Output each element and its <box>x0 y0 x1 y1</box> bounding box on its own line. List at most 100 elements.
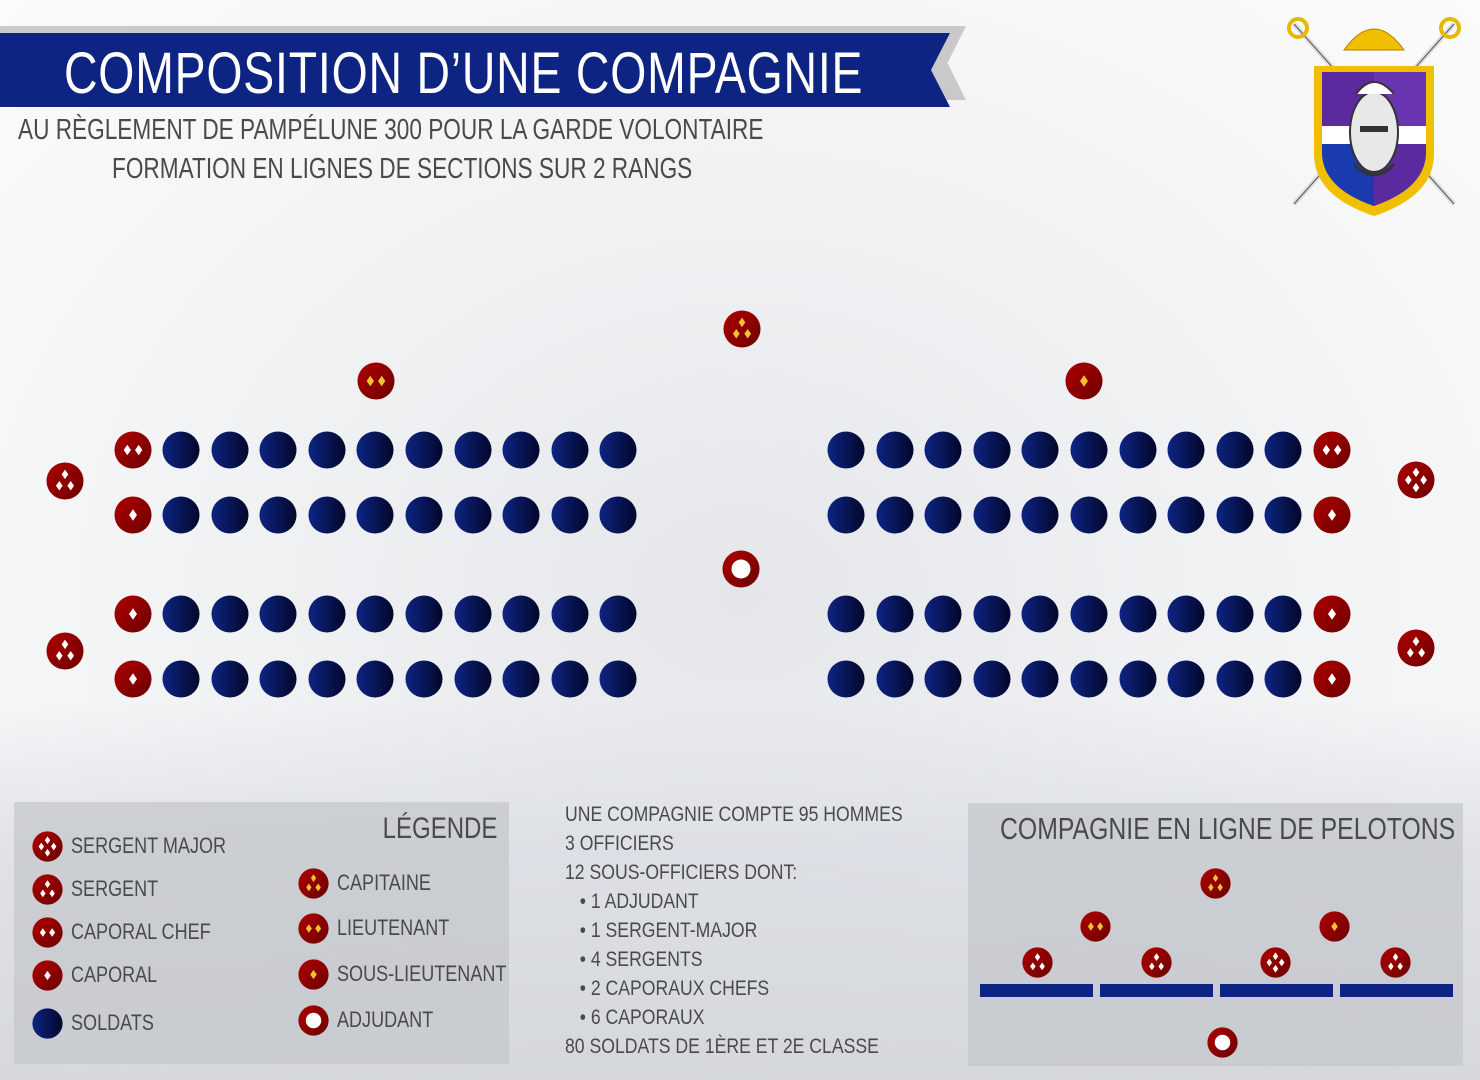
soldat-icon <box>1119 595 1157 633</box>
soldat-icon <box>827 496 865 534</box>
adjudant-icon <box>1206 1026 1238 1058</box>
soldat-icon <box>599 496 637 534</box>
legend-title: LÉGENDE <box>382 812 497 845</box>
legend-label: CAPORAL <box>71 962 158 987</box>
page-title: COMPOSITION D’UNE COMPAGNIE <box>64 41 864 106</box>
soldat-icon <box>1119 496 1157 534</box>
soldat-icon <box>973 595 1011 633</box>
lieutenant-icon <box>357 362 395 400</box>
soldat-icon <box>405 431 443 469</box>
sergent-icon <box>1140 946 1172 978</box>
legend-panel: LÉGENDE SERGENT MAJOR SERGENT CAPORAL CHEF… <box>14 802 509 1064</box>
peloton-panel: COMPAGNIE EN LIGNE DE PELOTONS <box>968 803 1463 1066</box>
soldat-icon <box>405 595 443 633</box>
soldat-icon <box>356 595 394 633</box>
peloton-section-bar <box>1220 984 1333 997</box>
soldat-icon <box>924 660 962 698</box>
soldat-icon <box>1167 496 1205 534</box>
soldat-icon <box>1021 496 1059 534</box>
soldat-icon <box>259 431 297 469</box>
soldat-icon <box>308 496 346 534</box>
soldat-icon <box>162 660 200 698</box>
sergent-icon <box>1397 629 1435 667</box>
soldat-icon <box>502 496 540 534</box>
lieutenant-icon <box>1079 910 1111 942</box>
summary-nco: 12 SOUS-OFFICIERS DONT: <box>565 860 798 884</box>
soldat-icon <box>502 431 540 469</box>
sergent-icon <box>1379 946 1411 978</box>
soldat-icon <box>551 660 589 698</box>
soldat-icon <box>973 431 1011 469</box>
sous-lieutenant-icon <box>1318 910 1350 942</box>
soldat-icon <box>356 660 394 698</box>
soldat-icon <box>405 496 443 534</box>
legend-label: ADJUDANT <box>337 1007 434 1032</box>
summary-soldiers: 80 SOLDATS DE 1ÈRE ET 2E CLASSE <box>565 1034 879 1058</box>
legend-item-capitaine: CAPITAINE <box>298 867 452 899</box>
soldat-icon <box>405 660 443 698</box>
soldat-icon <box>1119 431 1157 469</box>
soldat-icon <box>454 595 492 633</box>
soldat-icon <box>1264 431 1302 469</box>
soldat-icon <box>551 496 589 534</box>
capitaine-icon <box>1199 867 1231 899</box>
sergent-icon <box>46 462 84 500</box>
legend-item-sous-lieutenant: SOUS-LIEUTENANT <box>298 958 544 990</box>
legend-label: LIEUTENANT <box>337 915 450 940</box>
caporal-chef-icon <box>114 431 152 469</box>
soldat-icon <box>1167 595 1205 633</box>
soldat-icon <box>551 431 589 469</box>
company-summary: UNE COMPAGNIE COMPTE 95 HOMMES 3 OFFICIE… <box>565 800 977 1061</box>
caporal-chef-icon <box>32 916 63 948</box>
peloton-title: COMPAGNIE EN LIGNE DE PELOTONS <box>1000 811 1456 846</box>
banner-shadow <box>0 26 930 34</box>
soldat-icon <box>211 660 249 698</box>
summary-officers: 3 OFFICIERS <box>565 831 674 855</box>
soldat-icon <box>502 595 540 633</box>
legend-label: SERGENT MAJOR <box>71 833 227 858</box>
soldat-icon <box>1264 595 1302 633</box>
soldat-icon <box>1264 660 1302 698</box>
peloton-section-bar <box>980 984 1093 997</box>
soldat-icon <box>1264 496 1302 534</box>
soldat-icon <box>827 431 865 469</box>
legend-item-adjudant: ADJUDANT <box>298 1004 454 1036</box>
soldat-icon <box>1167 431 1205 469</box>
legend-item-caporal: CAPORAL <box>32 959 176 991</box>
soldat-icon <box>259 595 297 633</box>
soldat-icon <box>454 431 492 469</box>
soldat-icon <box>356 496 394 534</box>
adjudant-icon <box>722 550 760 588</box>
soldat-icon <box>259 496 297 534</box>
caporal-icon <box>32 959 63 991</box>
soldat-icon <box>551 595 589 633</box>
soldat-icon <box>356 431 394 469</box>
peloton-section-bar <box>1340 984 1453 997</box>
soldat-icon <box>924 496 962 534</box>
soldat-icon <box>827 660 865 698</box>
sergent-major-icon <box>1259 946 1291 978</box>
soldat-icon <box>924 431 962 469</box>
soldat-icon <box>308 595 346 633</box>
summary-bullet: • 1 SERGENT-MAJOR <box>579 918 758 942</box>
sergent-icon <box>1021 946 1053 978</box>
soldat-icon <box>502 660 540 698</box>
legend-item-caporal-chef: CAPORAL CHEF <box>32 916 241 948</box>
capitaine-icon <box>298 867 329 899</box>
soldat-icon <box>876 496 914 534</box>
peloton-section-bar <box>1100 984 1213 997</box>
caporal-icon <box>114 496 152 534</box>
title-banner <box>0 33 950 107</box>
legend-item-lieutenant: LIEUTENANT <box>298 912 474 944</box>
soldat-icon <box>973 660 1011 698</box>
caporal-icon <box>1313 660 1351 698</box>
soldat-icon <box>162 496 200 534</box>
soldat-icon <box>876 660 914 698</box>
sergent-major-icon <box>32 830 63 862</box>
soldat-icon <box>211 595 249 633</box>
summary-bullet: • 2 CAPORAUX CHEFS <box>579 976 770 1000</box>
soldat-icon <box>1021 431 1059 469</box>
soldat-icon <box>1021 595 1059 633</box>
soldat-icon <box>599 660 637 698</box>
soldat-icon <box>454 496 492 534</box>
